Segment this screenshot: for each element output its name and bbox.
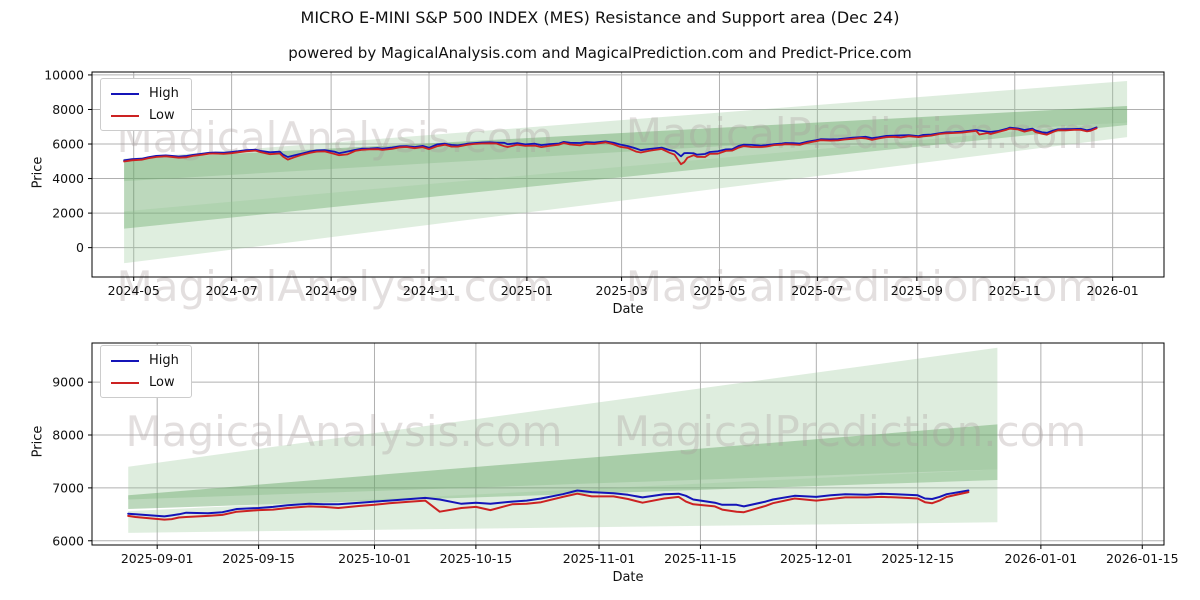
y-tick-label: 4000 xyxy=(52,171,84,186)
x-tick-label: 2026-01-01 xyxy=(1005,551,1078,566)
watermark-text: MagicalAnalysis.com xyxy=(126,407,563,456)
high-line xyxy=(127,489,970,518)
x-tick-label: 2025-10-15 xyxy=(440,551,513,566)
watermark-text: MagicalAnalysis.com xyxy=(117,262,554,311)
band-support-main xyxy=(128,424,998,510)
legend-label-low: Low xyxy=(149,375,175,390)
x-tick-label: 2024-09 xyxy=(305,283,357,298)
watermark-text: MagicalPrediction.com xyxy=(614,407,1087,456)
legend-top: High Low xyxy=(100,78,192,131)
plot-frame xyxy=(91,71,1165,278)
y-tick-label: 8000 xyxy=(52,102,84,117)
legend-item-low: Low xyxy=(111,108,179,123)
x-axis-label-bottom: Date xyxy=(612,570,644,585)
band-resistance-outer xyxy=(124,80,1128,182)
x-tick-label: 2025-09 xyxy=(891,283,943,298)
legend-label-low: Low xyxy=(149,108,175,123)
watermark-text: MagicalPrediction.com xyxy=(626,262,1099,311)
legend-item-low: Low xyxy=(111,375,179,390)
x-tick-label: 2025-11 xyxy=(989,283,1041,298)
low-line-swatch xyxy=(111,114,139,117)
y-axis-label-bottom: Price xyxy=(30,425,46,458)
x-tick-label: 2026-01-15 xyxy=(1106,551,1179,566)
legend-bottom: High Low xyxy=(100,345,192,398)
high-line-swatch xyxy=(111,359,139,362)
x-tick-label: 2025-11-01 xyxy=(563,551,636,566)
y-tick-label: 2000 xyxy=(52,206,84,221)
band-support-outer xyxy=(124,121,1128,264)
x-tick-label: 2025-07 xyxy=(791,283,843,298)
x-tick-label: 2025-10-01 xyxy=(338,551,411,566)
low-line-swatch xyxy=(111,381,139,384)
y-axis-label-top: Price xyxy=(30,156,46,189)
x-tick-label: 2025-11-15 xyxy=(664,551,737,566)
high-line-swatch xyxy=(111,92,139,95)
x-tick-label: 2026-01 xyxy=(1087,283,1139,298)
y-tick-label: 10000 xyxy=(44,67,84,82)
legend-label-high: High xyxy=(149,353,179,368)
x-tick-label: 2024-11 xyxy=(403,283,455,298)
low-line xyxy=(123,127,1098,166)
x-tick-label: 2025-01 xyxy=(501,283,553,298)
legend-label-high: High xyxy=(149,86,179,101)
x-tick-label: 2025-12-01 xyxy=(780,551,853,566)
x-tick-label: 2025-12-15 xyxy=(881,551,954,566)
plot-frame xyxy=(91,342,1165,546)
x-tick-label: 2024-07 xyxy=(205,283,257,298)
y-tick-label: 6000 xyxy=(52,533,84,548)
legend-item-high: High xyxy=(111,86,179,101)
chart-subtitle: powered by MagicalAnalysis.com and Magic… xyxy=(288,44,912,62)
x-tick-label: 2025-09-15 xyxy=(222,551,295,566)
x-tick-label: 2025-09-01 xyxy=(121,551,194,566)
y-tick-label: 0 xyxy=(76,240,84,255)
y-tick-label: 8000 xyxy=(52,428,84,443)
watermark-text: MagicalPrediction.com xyxy=(626,109,1099,158)
band-resistance-outer xyxy=(128,347,998,500)
x-axis-label-top: Date xyxy=(612,302,644,317)
legend-item-high: High xyxy=(111,353,179,368)
y-tick-label: 7000 xyxy=(52,480,84,495)
y-tick-label: 6000 xyxy=(52,137,84,152)
band-support-outer xyxy=(128,469,998,533)
low-line xyxy=(127,491,970,521)
x-tick-label: 2024-05 xyxy=(108,283,160,298)
chart-title: MICRO E-MINI S&P 500 INDEX (MES) Resista… xyxy=(300,8,900,27)
x-tick-label: 2025-03 xyxy=(595,283,647,298)
y-tick-label: 9000 xyxy=(52,375,84,390)
x-tick-label: 2025-05 xyxy=(693,283,745,298)
